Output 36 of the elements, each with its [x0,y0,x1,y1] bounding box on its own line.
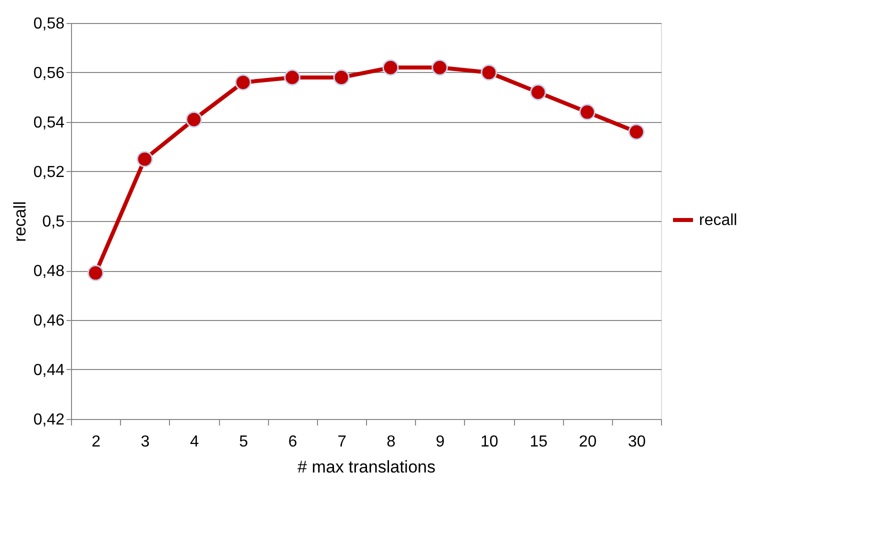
y-axis-title: recall [10,201,30,242]
point [432,59,448,76]
y-tick-label: 0,54 [33,114,65,132]
x-tick-label: 2 [92,434,101,450]
point [480,64,498,81]
x-tick-label: 7 [337,434,346,450]
x-tick-label: 15 [530,434,548,450]
y-tick-label: 0,48 [33,263,65,280]
point [382,59,399,76]
y-tick-label: 0,58 [33,16,65,32]
point [579,104,596,120]
y-tick-label: 0,5 [42,214,65,230]
legend-label: recall [699,212,738,229]
point [87,264,104,282]
point [628,124,645,140]
point [333,69,350,86]
y-tick-label: 0,56 [33,65,65,82]
point [234,74,252,91]
x-axis-title: # max translations [298,458,436,476]
x-tick-label: 5 [239,434,248,450]
point [530,84,546,100]
point [186,111,202,128]
x-tick-label: 20 [578,434,597,450]
y-tick-label: 0,42 [33,412,65,428]
x-tick-label: 6 [288,434,298,450]
y-tick-label: 0,52 [33,164,65,181]
x-tick-label: 8 [386,434,396,450]
point [284,69,300,86]
y-tick-label: 0,46 [33,312,65,330]
x-tick-label: 30 [628,434,646,450]
x-tick-label: 3 [140,434,150,450]
x-tick-label: 9 [436,434,445,450]
x-tick-label: 10 [480,434,498,450]
point [136,150,153,168]
y-tick-label: 0,44 [33,362,65,379]
x-tick-label: 4 [190,434,199,450]
